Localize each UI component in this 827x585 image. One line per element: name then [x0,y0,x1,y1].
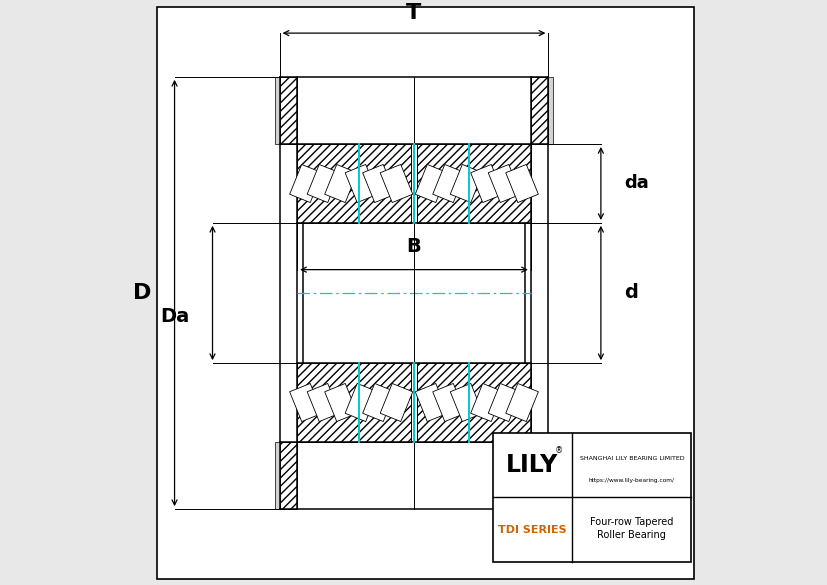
Polygon shape [307,383,339,422]
Text: Da: Da [160,307,189,326]
Text: da: da [624,174,648,192]
Text: https://www.lily-bearing.com/: https://www.lily-bearing.com/ [588,478,674,483]
Polygon shape [505,164,538,202]
Bar [275,442,280,509]
Polygon shape [414,164,447,202]
Polygon shape [417,363,530,442]
Polygon shape [433,383,465,422]
Text: SHANGHAI LILY BEARING LIMITED: SHANGHAI LILY BEARING LIMITED [579,456,683,462]
Polygon shape [470,164,503,202]
Polygon shape [280,77,297,144]
Polygon shape [414,383,447,422]
Polygon shape [505,383,538,422]
Polygon shape [488,383,520,422]
Bar [275,77,280,144]
Polygon shape [380,164,413,202]
Polygon shape [297,144,410,223]
Polygon shape [530,77,547,144]
Polygon shape [530,442,547,509]
Polygon shape [362,164,394,202]
Polygon shape [433,164,465,202]
Bar [547,77,552,144]
Polygon shape [297,363,410,442]
Polygon shape [450,383,482,422]
Bar [492,433,691,562]
Polygon shape [380,383,413,422]
Text: T: T [406,3,421,23]
Polygon shape [488,164,520,202]
Polygon shape [470,383,503,422]
Polygon shape [324,383,357,422]
Polygon shape [417,144,530,223]
Text: Four-row Tapered
Roller Bearing: Four-row Tapered Roller Bearing [590,517,672,540]
Polygon shape [289,164,322,202]
Bar [547,442,552,509]
Polygon shape [345,164,377,202]
Polygon shape [307,164,339,202]
Text: LILY: LILY [506,453,558,477]
Text: B: B [406,237,421,256]
Polygon shape [345,383,377,422]
Polygon shape [324,164,357,202]
Polygon shape [280,442,297,509]
Text: d: d [624,284,638,302]
Text: TDI SERIES: TDI SERIES [498,525,566,535]
Text: D: D [132,283,151,303]
Polygon shape [289,383,322,422]
Text: ®: ® [554,446,562,455]
Polygon shape [450,164,482,202]
Polygon shape [362,383,394,422]
